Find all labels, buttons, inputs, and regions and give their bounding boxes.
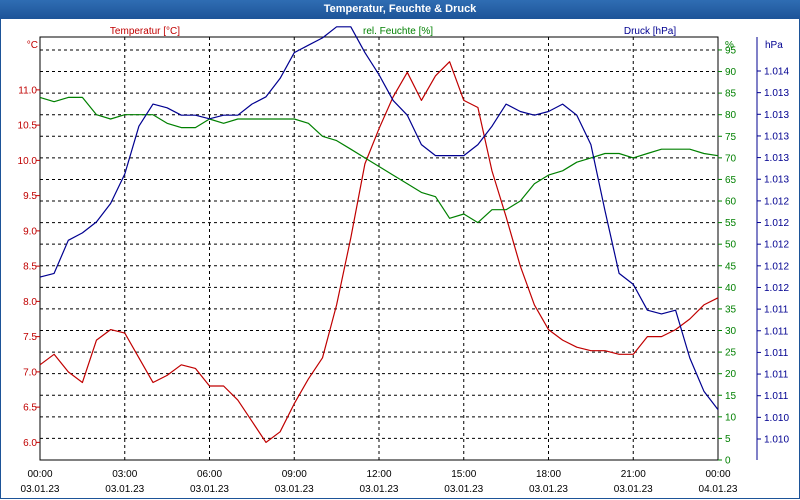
temperature-series-line [39,61,719,443]
humidity-tick-label: 20 [725,369,737,380]
pressure-tick-label: 1.012 [764,240,789,251]
humidity-tick-label: 40 [725,283,737,294]
plot-area [39,36,719,461]
pressure-tick-label: 1.011 [764,326,789,337]
temperature-tick-label: 9.0 [23,226,37,237]
x-tick-date: 03.01.23 [21,484,60,495]
plot-border [39,36,719,461]
pressure-tick-label: 1.013 [764,153,789,164]
x-tick-date: 03.01.23 [105,484,144,495]
x-tick-date: 03.01.23 [444,484,483,495]
humidity-tick-label: 25 [725,348,737,359]
temperature-unit-label: °C [27,40,38,51]
humidity-tick-label: 35 [725,304,737,315]
grid-lines [40,37,718,460]
x-tick-time: 00:00 [27,469,52,480]
x-tick-date: 03.01.23 [275,484,314,495]
pressure-tick-label: 1.012 [764,283,789,294]
humidity-series-line [39,96,719,224]
x-tick-date: 03.01.23 [190,484,229,495]
x-tick-time: 06:00 [197,469,222,480]
pressure-series-line [39,26,719,410]
axes: 00:00 03.01.23 03:00 03.01.23 06:00 03.01.23 0… [18,37,789,495]
humidity-tick-label: 75 [725,132,737,143]
humidity-tick-label: 65 [725,175,737,186]
pressure-tick-label: 1.013 [764,88,789,99]
x-tick-time: 12:00 [366,469,391,480]
pressure-tick-label: 1.011 [764,370,789,381]
humidity-series-label: rel. Feuchte [%] [363,26,433,37]
temperature-tick-label: 6.5 [23,403,37,414]
x-tick-time: 09:00 [282,469,307,480]
x-tick-time: 15:00 [451,469,476,480]
x-tick-date: 03.01.23 [614,484,653,495]
pressure-tick-label: 1.012 [764,218,789,229]
humidity-tick-label: 90 [725,67,737,78]
pressure-tick-label: 1.010 [764,413,789,424]
temperature-tick-label: 10.0 [18,156,38,167]
pressure-tick-label: 1.014 [764,67,789,78]
humidity-tick-label: 70 [725,153,737,164]
x-tick-date: 04.01.23 [699,484,738,495]
pressure-tick-label: 1.013 [764,110,789,121]
x-tick-time: 18:00 [536,469,561,480]
humidity-tick-label: 10 [725,412,737,423]
humidity-tick-label: 0 [725,456,731,467]
temperature-tick-label: 11.0 [18,85,37,96]
temperature-tick-label: 7.0 [23,367,37,378]
temperature-tick-label: 6.0 [23,438,37,449]
temperature-tick-label: 9.5 [23,191,37,202]
humidity-tick-label: 50 [725,240,737,251]
humidity-tick-label: 5 [725,434,731,445]
pressure-unit-label: hPa [765,40,783,51]
x-tick-time: 00:00 [705,469,730,480]
humidity-tick-label: 60 [725,197,737,208]
pressure-series-label: Druck [hPa] [624,26,676,37]
pressure-tick-label: 1.011 [764,305,789,316]
temperature-tick-label: 10.5 [18,121,38,132]
pressure-tick-label: 1.012 [764,261,789,272]
x-tick-date: 03.01.23 [360,484,399,495]
humidity-tick-label: 85 [725,89,737,100]
x-tick-time: 03:00 [112,469,137,480]
pressure-tick-label: 1.012 [764,196,789,207]
pressure-tick-label: 1.013 [764,131,789,142]
pressure-tick-label: 1.011 [764,391,789,402]
chart-title: Temperatur, Feuchte & Druck [0,0,800,19]
humidity-tick-label: 45 [725,261,737,272]
pressure-tick-label: 1.013 [764,175,789,186]
humidity-tick-label: 30 [725,326,737,337]
series-lines [39,26,719,443]
humidity-tick-label: 15 [725,391,737,402]
temperature-series-label: Temperatur [°C] [110,26,180,37]
x-tick-date: 03.01.23 [529,484,568,495]
x-tick-time: 21:00 [621,469,646,480]
temperature-tick-label: 8.0 [23,297,37,308]
humidity-unit-label: % [725,40,734,51]
temperature-tick-label: 7.5 [23,332,37,343]
temperature-tick-label: 8.5 [23,262,37,273]
humidity-tick-label: 95 [725,45,737,56]
humidity-tick-label: 55 [725,218,737,229]
pressure-tick-label: 1.011 [764,348,789,359]
humidity-tick-label: 80 [725,110,737,121]
pressure-tick-label: 1.010 [764,435,789,446]
